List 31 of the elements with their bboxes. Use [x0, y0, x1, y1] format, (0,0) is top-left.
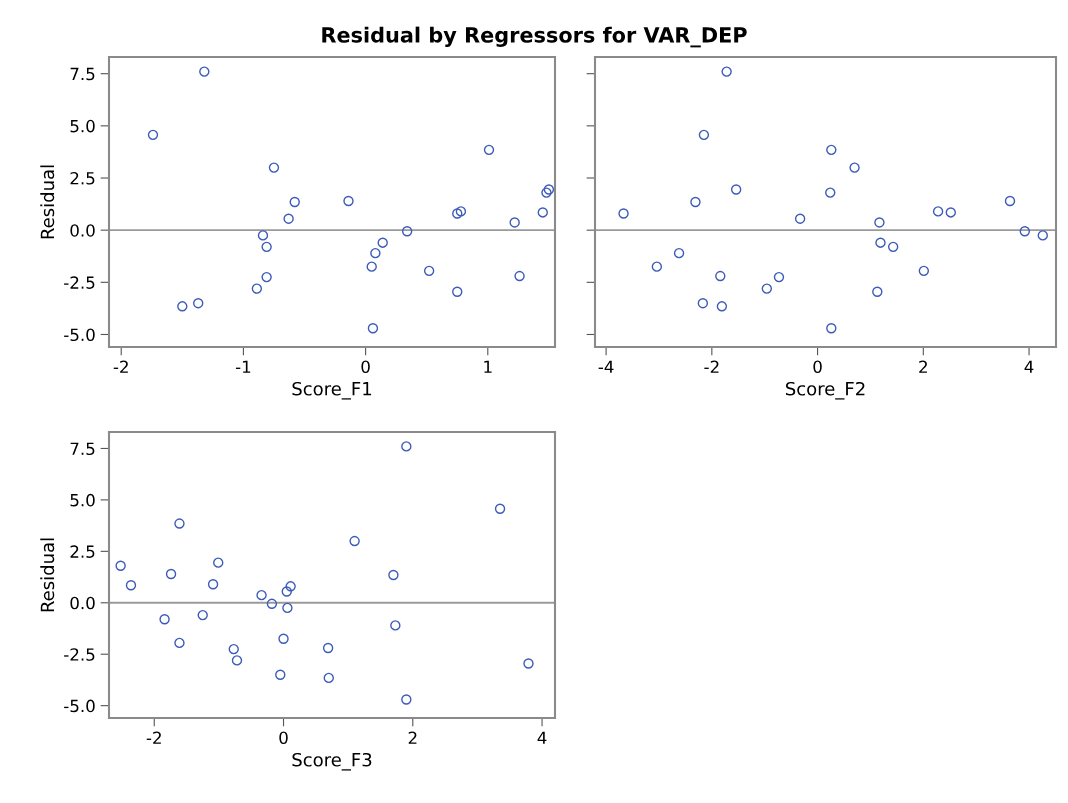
y-tick-label: 0.0: [70, 224, 95, 237]
x-axis-title: Score_F1: [292, 381, 372, 400]
y-axis-title: Residual: [40, 538, 55, 612]
y-tick-label: 5.0: [70, 119, 95, 133]
x-axis-title: Score_F3: [292, 752, 372, 771]
x-tick-label: -1: [235, 360, 251, 373]
y-tick-label: 7.5: [70, 67, 95, 81]
y-tick-label: -2.5: [64, 648, 95, 661]
x-tick-label: 2: [919, 360, 927, 373]
x-tick-label: 1: [484, 360, 492, 373]
y-tick-label: -5.0: [64, 699, 95, 713]
x-tick-label: 0: [361, 360, 370, 374]
x-tick-label: 4: [537, 731, 547, 744]
x-axis-title: Score_F2: [785, 381, 865, 400]
x-tick-label: -2: [146, 731, 161, 744]
chart-title: Residual by Regressors for VAR_DEP: [322, 26, 747, 48]
x-tick-label: -2: [704, 360, 719, 373]
y-tick-label: 2.5: [70, 545, 95, 558]
x-tick-label: 0: [279, 731, 288, 745]
x-tick-label: -4: [598, 360, 614, 373]
x-tick-label: 2: [408, 731, 417, 744]
y-tick-label: 2.5: [70, 171, 95, 185]
x-tick-label: -2: [113, 360, 128, 373]
y-tick-label: -2.5: [64, 276, 95, 289]
y-tick-label: -5.0: [64, 328, 95, 342]
y-axis-title: Residual: [40, 165, 55, 239]
y-tick-label: 5.0: [70, 493, 95, 507]
y-tick-label: 0.0: [70, 596, 95, 610]
y-tick-label: 7.5: [70, 442, 95, 456]
x-tick-label: 0: [813, 360, 822, 374]
x-tick-label: 4: [1024, 360, 1034, 373]
